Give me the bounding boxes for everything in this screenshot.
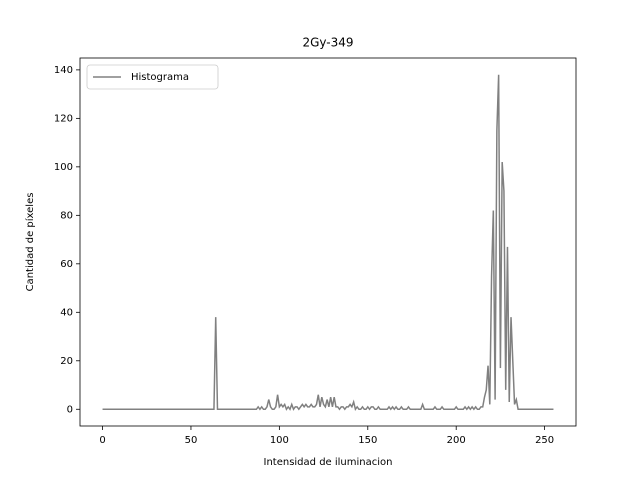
y-tick-label: 120 xyxy=(54,113,73,124)
y-tick-label: 80 xyxy=(60,210,73,221)
chart-title: 2Gy-349 xyxy=(302,36,353,50)
x-axis-label: Intensidad de iluminacion xyxy=(264,457,393,468)
x-tick-label: 50 xyxy=(185,435,198,446)
x-tick-label: 250 xyxy=(535,435,554,446)
x-tick-label: 200 xyxy=(447,435,466,446)
y-tick-label: 60 xyxy=(60,259,73,270)
y-axis-label: Cantidad de píxeles xyxy=(24,193,36,292)
y-tick-label: 40 xyxy=(60,307,73,318)
plot-frame xyxy=(79,57,577,427)
legend-label: Histograma xyxy=(131,72,189,83)
y-tick-label: 140 xyxy=(54,65,73,76)
x-tick-label: 100 xyxy=(270,435,289,446)
legend xyxy=(86,64,219,90)
x-tick-label: 0 xyxy=(99,435,105,446)
y-tick-label: 20 xyxy=(60,356,73,367)
x-tick-label: 150 xyxy=(358,435,377,446)
line xyxy=(102,74,554,412)
y-tick-label: 0 xyxy=(67,404,73,415)
y-tick-label: 100 xyxy=(54,162,73,173)
